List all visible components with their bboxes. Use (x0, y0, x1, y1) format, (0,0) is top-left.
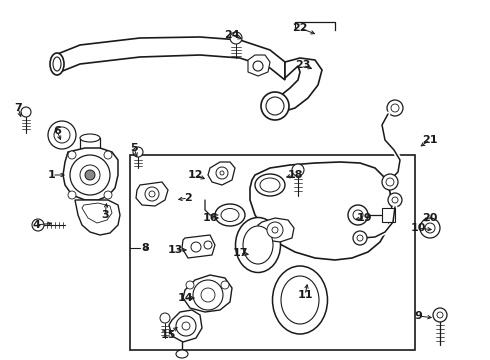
Polygon shape (182, 235, 215, 258)
Circle shape (48, 121, 76, 149)
Circle shape (104, 191, 112, 199)
Ellipse shape (281, 276, 319, 324)
Circle shape (216, 167, 228, 179)
Circle shape (348, 205, 368, 225)
Text: 20: 20 (422, 213, 438, 223)
Text: 12: 12 (187, 170, 203, 180)
Text: 23: 23 (295, 60, 311, 70)
Circle shape (433, 308, 447, 322)
Text: 22: 22 (292, 23, 308, 33)
Ellipse shape (80, 134, 100, 142)
Circle shape (253, 61, 263, 71)
Circle shape (292, 164, 304, 176)
Polygon shape (82, 203, 112, 223)
Circle shape (193, 280, 223, 310)
Text: 7: 7 (14, 103, 22, 113)
Text: 21: 21 (422, 135, 438, 145)
Circle shape (191, 242, 201, 252)
Text: 4: 4 (32, 220, 40, 230)
Text: 5: 5 (130, 143, 138, 153)
Circle shape (382, 174, 398, 190)
Circle shape (272, 227, 278, 233)
Text: 18: 18 (287, 170, 303, 180)
Circle shape (70, 155, 110, 195)
Circle shape (68, 191, 76, 199)
Circle shape (21, 107, 31, 117)
Circle shape (392, 197, 398, 203)
Polygon shape (272, 58, 322, 112)
Circle shape (80, 165, 100, 185)
Ellipse shape (266, 97, 284, 115)
Circle shape (388, 193, 402, 207)
Polygon shape (250, 162, 392, 260)
Text: 8: 8 (141, 243, 149, 253)
Text: 2: 2 (184, 193, 192, 203)
Ellipse shape (50, 53, 64, 75)
Circle shape (437, 312, 443, 318)
Circle shape (357, 235, 363, 241)
Ellipse shape (255, 174, 285, 196)
Circle shape (420, 218, 440, 238)
Text: 11: 11 (297, 290, 313, 300)
Ellipse shape (272, 266, 327, 334)
Text: 13: 13 (167, 245, 183, 255)
Polygon shape (63, 148, 118, 200)
Text: 14: 14 (177, 293, 193, 303)
Text: 10: 10 (410, 223, 426, 233)
Circle shape (425, 223, 435, 233)
Text: 19: 19 (357, 213, 373, 223)
Ellipse shape (261, 92, 289, 120)
Circle shape (68, 151, 76, 159)
Text: 6: 6 (53, 126, 61, 136)
Circle shape (145, 187, 159, 201)
Circle shape (353, 210, 363, 220)
Bar (130, 155, 415, 350)
Circle shape (267, 222, 283, 238)
Circle shape (149, 191, 155, 197)
Text: 9: 9 (414, 311, 422, 321)
Circle shape (160, 313, 170, 323)
Polygon shape (248, 55, 270, 76)
Polygon shape (183, 275, 232, 312)
Ellipse shape (243, 226, 273, 264)
Text: 24: 24 (224, 30, 240, 40)
Text: 1: 1 (48, 170, 56, 180)
Polygon shape (136, 182, 168, 206)
Circle shape (386, 178, 394, 186)
Circle shape (176, 316, 196, 336)
Circle shape (133, 147, 143, 157)
Polygon shape (55, 37, 285, 80)
Polygon shape (169, 310, 202, 342)
Circle shape (182, 322, 190, 330)
Ellipse shape (176, 350, 188, 358)
Circle shape (104, 151, 112, 159)
Ellipse shape (53, 57, 61, 71)
Circle shape (387, 100, 403, 116)
Polygon shape (258, 218, 294, 242)
Text: 3: 3 (101, 210, 109, 220)
Circle shape (32, 219, 44, 231)
Circle shape (220, 171, 224, 175)
Polygon shape (382, 208, 395, 222)
Circle shape (54, 127, 70, 143)
Text: 15: 15 (160, 330, 176, 340)
Circle shape (204, 241, 212, 249)
Circle shape (186, 281, 194, 289)
Circle shape (353, 231, 367, 245)
Ellipse shape (215, 204, 245, 226)
Ellipse shape (260, 178, 280, 192)
Circle shape (85, 170, 95, 180)
Circle shape (391, 104, 399, 112)
Ellipse shape (221, 208, 239, 221)
Circle shape (221, 281, 229, 289)
Circle shape (201, 288, 215, 302)
Ellipse shape (236, 217, 280, 273)
Polygon shape (75, 200, 120, 235)
Text: 16: 16 (202, 213, 218, 223)
Text: 17: 17 (232, 248, 248, 258)
Circle shape (230, 32, 242, 44)
Polygon shape (208, 162, 235, 185)
